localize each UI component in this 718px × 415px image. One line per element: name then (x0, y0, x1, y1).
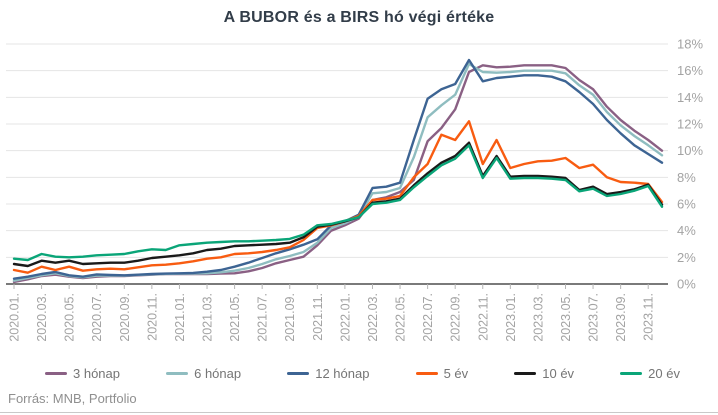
bottom-divider (0, 412, 718, 413)
x-axis-label: 2020.05. (63, 293, 77, 342)
legend-item-20-ev: 20 év (620, 366, 680, 381)
x-axis-label: 2022.05. (394, 293, 408, 342)
legend-label: 3 hónap (73, 366, 120, 381)
y-axis-label: 0% (677, 277, 696, 292)
legend-label: 20 év (648, 366, 680, 381)
x-axis-label: 2021.01. (173, 293, 187, 342)
legend-item-10-ev: 10 év (514, 366, 574, 381)
series-line-12-hónap (12, 58, 664, 280)
series-line-6-hónap (12, 62, 664, 282)
y-axis-label: 8% (677, 170, 696, 185)
legend-label: 10 év (542, 366, 575, 381)
x-axis-label: 2023.11. (642, 293, 656, 341)
x-axis-label: 2023.01. (504, 293, 518, 342)
series-color-swatch (45, 372, 67, 375)
x-axis-label: 2021.07. (256, 293, 270, 342)
x-axis-label: 2020.09. (118, 293, 132, 342)
series-color-swatch (415, 372, 438, 375)
x-axis-label: 2021.09. (283, 293, 297, 342)
legend-label: 6 hónap (194, 366, 242, 381)
series-color-swatch (166, 372, 189, 375)
chart-title: A BUBOR és a BIRS hó végi értéke (223, 9, 495, 26)
series-color-swatch (620, 372, 643, 375)
series-color-swatch (287, 372, 310, 375)
x-axis-label: 2023.03. (531, 293, 545, 342)
legend-item-12-honap: 12 hónap (287, 366, 369, 381)
x-axis-label: 2023.09. (614, 293, 628, 342)
x-axis-label: 2020.03. (35, 293, 49, 342)
series-line-5-év (12, 120, 664, 274)
x-axis-label: 2022.07. (421, 293, 435, 342)
y-axis-label: 6% (677, 197, 696, 212)
series-color-swatch (514, 372, 537, 375)
x-axis-label: 2021.11. (311, 293, 325, 341)
x-axis-label: 2022.03. (366, 293, 380, 342)
chart-legend: 3 hónap 6 hónap 12 hónap 5 év 10 év 20 é… (45, 366, 680, 381)
series-line-20-év (12, 144, 664, 262)
y-axis-label: 2% (677, 250, 696, 265)
y-axis-label: 14% (677, 90, 703, 105)
y-axis-label: 18% (677, 37, 703, 52)
line-chart: 0% 2% 4% 6% 8% 10% 12% 14% 16% 18% 2020.01. 2020.03… (6, 37, 703, 342)
legend-item-3-honap: 3 hónap (45, 366, 120, 381)
legend-label: 12 hónap (315, 366, 370, 381)
y-axis-label: 4% (677, 223, 696, 238)
source-note: Forrás: MNB, Portfolio (8, 391, 137, 406)
y-axis-label: 10% (677, 143, 703, 158)
x-axis-label: 2020.11. (145, 293, 159, 341)
legend-item-6-honap: 6 hónap (166, 366, 241, 381)
x-axis-label: 2020.01. (8, 293, 22, 342)
x-axis-label: 2022.09. (449, 293, 463, 342)
y-axis-label: 12% (677, 117, 703, 132)
x-axis-label: 2022.01. (338, 293, 352, 342)
x-axis-label: 2021.05. (228, 293, 242, 342)
legend-item-5-ev: 5 év (415, 366, 469, 381)
x-axis-label: 2023.07. (587, 293, 601, 342)
x-axis-label: 2021.03. (201, 293, 215, 342)
x-axis-label: 2020.07. (90, 293, 104, 342)
y-axis-label: 16% (677, 63, 703, 78)
x-axis-label: 2022.11. (476, 293, 490, 341)
x-axis-label: 2023.05. (559, 293, 573, 342)
legend-label: 5 év (443, 366, 469, 381)
